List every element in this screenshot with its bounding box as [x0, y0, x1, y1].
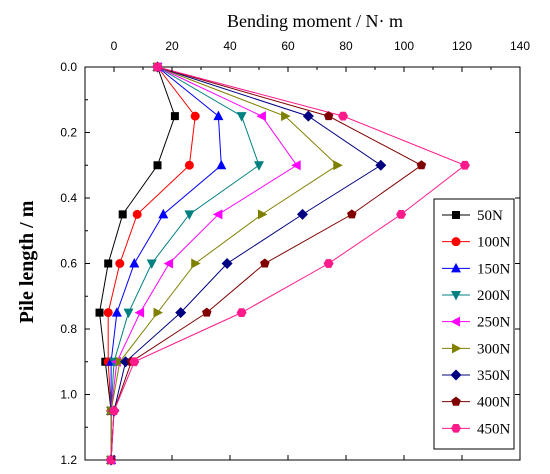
- x-tick-label: 40: [223, 39, 237, 53]
- data-point-250N: [256, 111, 266, 122]
- y-tick-label: 1.2: [60, 453, 77, 467]
- data-point-350N: [375, 159, 387, 171]
- legend-marker-100N: [451, 237, 461, 247]
- y-tick-label: 1.0: [60, 388, 77, 402]
- data-point-400N: [416, 160, 427, 170]
- data-point-150N: [158, 208, 169, 219]
- legend-label-400N: 400N: [477, 395, 511, 411]
- data-point-300N: [153, 307, 163, 318]
- x-tick-label: 140: [510, 39, 530, 53]
- data-point-250N: [163, 258, 174, 269]
- data-point-200N: [236, 112, 247, 122]
- y-tick-label: 0.0: [60, 60, 77, 74]
- x-axis-title: Bending moment / N· m: [227, 11, 403, 31]
- data-point-350N: [221, 258, 233, 269]
- data-point-100N: [115, 259, 125, 268]
- data-point-350N: [297, 208, 308, 220]
- data-point-200N: [146, 259, 157, 269]
- data-point-450N: [109, 406, 119, 416]
- legend-label-350N: 350N: [477, 368, 511, 384]
- legend-label-50N: 50N: [477, 208, 503, 224]
- data-point-450N: [338, 111, 349, 121]
- data-point-400N: [202, 307, 212, 317]
- data-point-50N: [104, 259, 113, 268]
- data-point-350N: [120, 356, 132, 368]
- legend-label-250N: 250N: [477, 315, 511, 331]
- data-point-50N: [95, 308, 104, 317]
- legend-marker-200N: [451, 291, 461, 301]
- data-point-100N: [103, 308, 113, 318]
- data-point-100N: [132, 209, 142, 219]
- data-point-300N: [257, 209, 268, 220]
- data-point-300N: [191, 258, 201, 269]
- data-point-350N: [175, 307, 187, 319]
- data-point-450N: [396, 210, 407, 219]
- legend-label-150N: 150N: [477, 261, 511, 277]
- x-tick-label: 20: [165, 39, 179, 53]
- legend-marker-400N: [451, 396, 461, 406]
- y-tick-label: 0.2: [60, 126, 77, 140]
- data-point-450N: [236, 308, 247, 317]
- data-point-50N: [170, 112, 179, 121]
- x-tick-label: 0: [111, 39, 118, 53]
- x-tick-label: 100: [394, 39, 414, 53]
- data-point-400N: [260, 258, 270, 268]
- legend-marker-250N: [450, 316, 460, 327]
- y-tick-label: 0.8: [60, 322, 77, 336]
- legend-label-300N: 300N: [477, 341, 511, 357]
- legend-marker-50N: [452, 211, 460, 219]
- y-axis-title: Pile length / m: [16, 200, 38, 323]
- data-point-300N: [333, 160, 343, 171]
- data-point-250N: [291, 160, 301, 171]
- legend-marker-150N: [451, 262, 461, 273]
- x-tick-label: 80: [339, 39, 353, 53]
- data-point-250N: [212, 209, 223, 220]
- data-point-400N: [323, 111, 334, 121]
- legend-marker-350N: [450, 369, 462, 381]
- legend-label-100N: 100N: [477, 235, 511, 251]
- data-point-250N: [134, 307, 145, 318]
- legend-label-450N: 450N: [477, 421, 511, 437]
- data-point-400N: [347, 209, 357, 219]
- data-point-450N: [129, 357, 140, 367]
- x-tick-label: 60: [281, 39, 295, 53]
- y-tick-label: 0.6: [60, 257, 77, 271]
- data-point-150N: [129, 258, 140, 268]
- legend-label-200N: 200N: [477, 288, 511, 304]
- data-point-100N: [184, 160, 194, 170]
- data-point-50N: [153, 161, 162, 170]
- data-point-350N: [302, 110, 314, 122]
- data-point-100N: [190, 111, 200, 121]
- data-point-200N: [254, 161, 264, 171]
- data-point-450N: [152, 62, 163, 72]
- y-tick-label: 0.4: [60, 191, 77, 205]
- x-tick-label: 120: [452, 39, 472, 53]
- data-point-150N: [111, 307, 122, 317]
- data-point-450N: [459, 160, 470, 170]
- data-point-450N: [323, 259, 334, 268]
- data-point-50N: [118, 210, 127, 219]
- data-point-300N: [281, 111, 291, 122]
- legend-marker-300N: [452, 343, 462, 354]
- legend-marker-450N: [451, 424, 461, 433]
- data-point-200N: [123, 308, 134, 319]
- data-point-150N: [216, 159, 227, 170]
- data-point-200N: [184, 210, 195, 220]
- legend-box: [433, 198, 515, 450]
- data-point-150N: [213, 110, 224, 121]
